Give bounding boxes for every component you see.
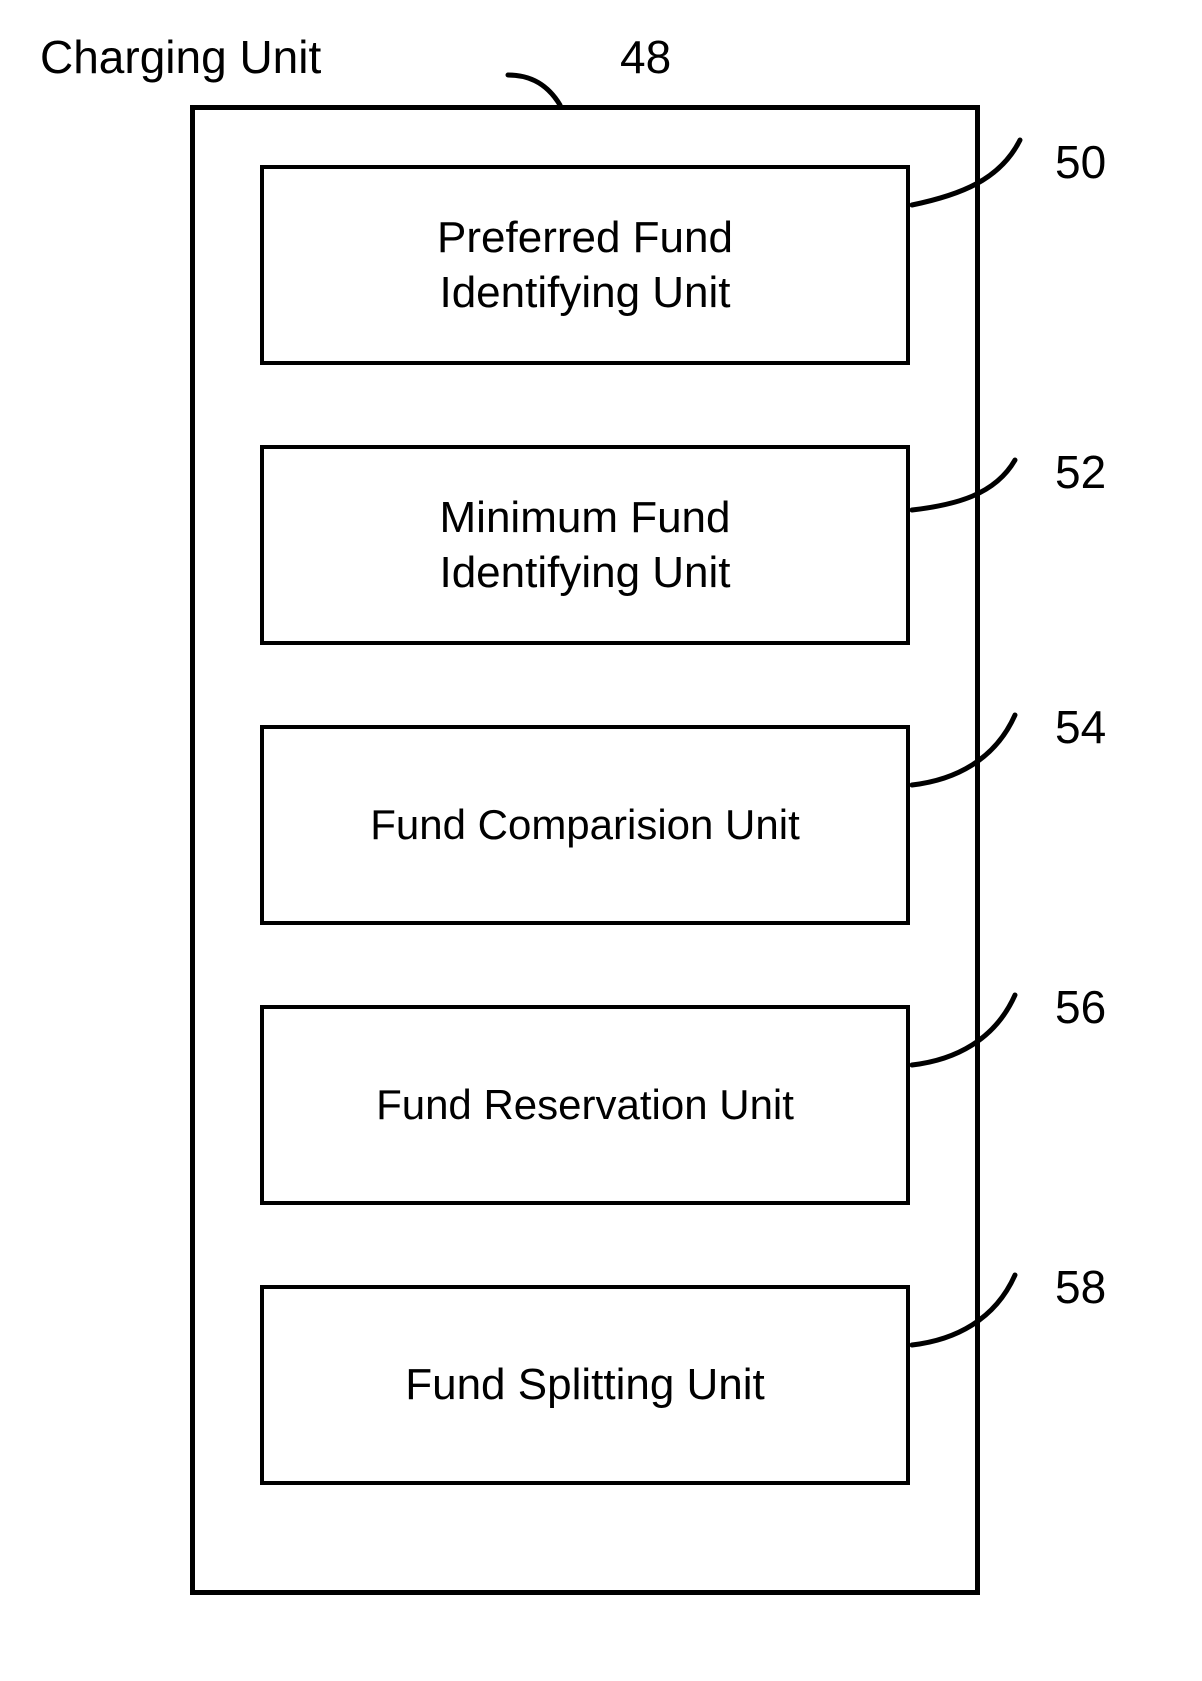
ref-label: 54 [1055, 700, 1106, 754]
diagram-title: Charging Unit [40, 30, 321, 84]
unit-box-label: Fund Comparision Unit [370, 800, 800, 850]
unit-box-label: Fund Splitting Unit [405, 1359, 765, 1412]
ref-label: 56 [1055, 980, 1106, 1034]
unit-box: Fund Splitting Unit [260, 1285, 910, 1485]
unit-box: Fund Reservation Unit [260, 1005, 910, 1205]
unit-box: Fund Comparision Unit [260, 725, 910, 925]
unit-box: Minimum FundIdentifying Unit [260, 445, 910, 645]
ref-label: 50 [1055, 135, 1106, 189]
ref-label: 58 [1055, 1260, 1106, 1314]
main-ref-label: 48 [620, 30, 671, 84]
unit-box: Preferred FundIdentifying Unit [260, 165, 910, 365]
main-callout-arc [508, 75, 560, 105]
unit-box-label: Preferred FundIdentifying Unit [437, 210, 733, 320]
unit-box-label: Minimum FundIdentifying Unit [439, 490, 730, 600]
ref-label: 52 [1055, 445, 1106, 499]
unit-box-label: Fund Reservation Unit [376, 1080, 794, 1130]
